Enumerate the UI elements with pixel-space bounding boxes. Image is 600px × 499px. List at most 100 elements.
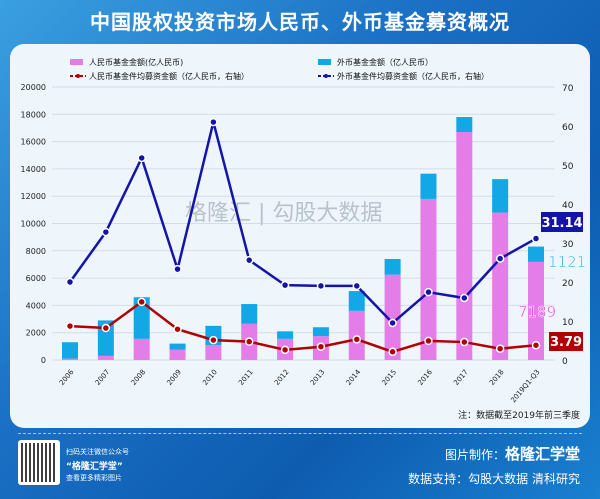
left-tick-label: 8000 — [26, 247, 46, 256]
line-point — [280, 345, 290, 355]
line-point — [137, 297, 146, 307]
qr-text-1: 扫码关注微信公众号 — [66, 448, 129, 456]
line-point — [424, 287, 433, 297]
legend-swatch — [318, 59, 331, 65]
legend-marker — [324, 74, 328, 78]
right-tick-label: 10 — [562, 318, 574, 328]
left-tick-label: 2000 — [26, 329, 46, 338]
line-point — [280, 280, 290, 290]
legend-label: 外币基金金额（亿人民币） — [337, 57, 433, 67]
x-tick-label: 2019Q1-Q3 — [509, 368, 541, 404]
left-tick-label: 18000 — [21, 110, 46, 119]
line-point — [65, 321, 75, 331]
line-point — [101, 227, 111, 237]
qr-text-2: “格隆汇学堂” — [66, 462, 123, 472]
rmb-bar — [384, 274, 401, 360]
fx-bar — [528, 246, 544, 262]
line-point — [352, 281, 362, 291]
line-point — [173, 264, 182, 274]
left-tick-label: 14000 — [21, 165, 46, 174]
rmb-bar — [528, 261, 544, 360]
x-tick-label: 2009 — [165, 368, 183, 387]
watermark: 格隆汇 | 勾股大数据 — [185, 201, 382, 226]
fx-bar — [169, 343, 186, 350]
annotation-fx-avg: 31.14 — [541, 216, 582, 231]
line-point — [460, 337, 469, 347]
fx-bar — [62, 342, 78, 359]
rmb-bar — [456, 132, 473, 360]
line-point — [495, 344, 505, 353]
rmb-bar — [97, 355, 114, 360]
made-by-brand: 格隆汇学堂 — [504, 445, 580, 463]
divider — [18, 433, 582, 434]
qr-text-3: 查看更多精彩图片 — [66, 474, 122, 482]
legend-label: 人民币基金件均募资金额（亿人民币，右轴） — [89, 71, 249, 81]
line-point — [531, 234, 541, 243]
annotation-rmb-avg: 3.79 — [550, 335, 582, 350]
fx-bar — [456, 117, 473, 133]
line-point — [173, 324, 182, 334]
x-tick-label: 2012 — [273, 368, 291, 387]
right-tick-label: 20 — [562, 279, 574, 289]
left-tick-label: 6000 — [26, 274, 46, 283]
left-tick-label: 16000 — [21, 138, 46, 147]
right-tick-label: 40 — [562, 201, 574, 211]
left-tick-label: 12000 — [21, 192, 46, 201]
x-tick-label: 2013 — [309, 368, 327, 387]
x-tick-label: 2015 — [381, 368, 399, 387]
legend-label: 外币基金件均募资金额（亿人民币，右轴） — [337, 71, 489, 81]
line-point — [388, 347, 397, 357]
annotation-box — [541, 212, 583, 232]
fx-bar — [312, 327, 329, 337]
fx-bar — [277, 331, 294, 339]
rmb-bar — [169, 349, 186, 360]
made-by-label: 图片制作： — [444, 448, 505, 462]
page-title: 中国股权投资市场人民币、外币基金募资概况 — [90, 10, 510, 34]
right-tick-label: 60 — [562, 123, 574, 133]
left-tick-label: 10000 — [21, 220, 46, 229]
line-point — [244, 337, 254, 346]
line-point — [424, 336, 433, 346]
rmb-bar — [62, 358, 78, 360]
line-point — [209, 335, 218, 345]
legend-marker — [76, 74, 80, 78]
line-point — [388, 318, 397, 328]
x-tick-label: 2007 — [94, 368, 112, 387]
line-point — [316, 342, 326, 351]
x-tick-label: 2008 — [130, 368, 148, 387]
annotation-rmb-amount: 7189 — [518, 303, 556, 321]
rmb-bar — [492, 212, 509, 360]
right-tick-label: 30 — [562, 240, 574, 250]
series-line — [69, 300, 537, 354]
line-point — [65, 277, 75, 287]
left-tick-label: 0 — [41, 356, 46, 365]
right-tick-label: 70 — [562, 84, 574, 94]
line-point — [352, 335, 362, 344]
fx-bar — [133, 297, 150, 339]
data-source: 数据支持：勾股大数据 清科研究 — [408, 472, 580, 486]
legend-label: 人民币基金金额(亿人民币) — [89, 57, 183, 67]
line-point — [495, 254, 505, 263]
x-tick-label: 2018 — [488, 368, 506, 387]
line-point — [460, 293, 469, 303]
rmb-bar — [133, 338, 150, 360]
rmb-bar — [420, 198, 437, 360]
rmb-bar — [205, 344, 222, 360]
left-tick-label: 20000 — [21, 83, 46, 92]
x-tick-label: 2006 — [58, 368, 76, 387]
line-point — [531, 340, 541, 350]
fx-bar — [241, 304, 258, 324]
annotation-fx-amount: 1121 — [548, 253, 586, 271]
legend-swatch — [70, 59, 83, 65]
annotation-box — [549, 332, 583, 351]
line-point — [209, 117, 218, 127]
fx-bar — [348, 291, 365, 311]
fx-bar — [492, 179, 509, 213]
fx-bar — [384, 258, 401, 275]
x-tick-label: 2017 — [452, 368, 470, 387]
x-tick-label: 2010 — [201, 368, 219, 387]
left-tick-label: 4000 — [26, 301, 46, 310]
x-tick-label: 2014 — [345, 368, 363, 387]
series-line — [68, 121, 537, 325]
x-tick-label: 2016 — [416, 368, 434, 387]
